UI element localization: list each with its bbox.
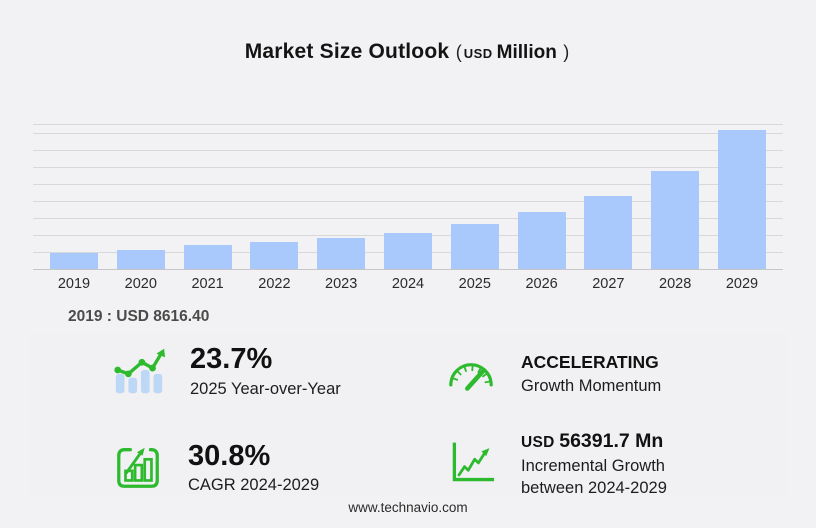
- gridline: [33, 124, 783, 125]
- bar-2025: [450, 224, 499, 269]
- bar-2023: [317, 238, 366, 269]
- bar-2019: [50, 253, 98, 269]
- x-tick-label: 2020: [124, 276, 157, 292]
- stat-yoy-value: 23.7%: [190, 343, 273, 376]
- gridline: [33, 150, 783, 151]
- x-tick-label: 2019: [57, 276, 91, 292]
- stat-incremental-label: Incremental Growth between 2024-2029: [521, 457, 667, 498]
- stat-yoy: 23.7% 2025 Year-over-Year: [110, 344, 341, 401]
- gridline: [33, 133, 783, 134]
- page-title: Market Size Outlook (USD Million ): [0, 40, 816, 64]
- bar-frame-arrow-icon: [110, 442, 166, 497]
- bar-2020: [116, 250, 165, 269]
- stat-cagr-label: CAGR 2024-2029: [188, 476, 320, 495]
- stat-momentum-label: Growth Momentum: [521, 376, 662, 395]
- gridline: [33, 167, 783, 168]
- gridline: [33, 201, 783, 202]
- x-tick-label: 2029: [725, 276, 759, 292]
- bar-2024: [383, 233, 432, 269]
- x-tick-label: 2023: [325, 276, 358, 292]
- base-year-annotation: 2019 : USD 8616.40: [68, 308, 210, 325]
- x-tick-label: 2028: [659, 276, 692, 292]
- title-paren-close: ): [563, 42, 570, 62]
- trend-bars-icon: [110, 344, 168, 401]
- speedometer-icon: [445, 350, 497, 399]
- x-axis-ticks: 2019 2020 2021 2022 2023 2024 2025 2026 2027 2028…: [33, 276, 783, 292]
- bars: [33, 124, 783, 269]
- title-unit-million: Million: [496, 42, 557, 63]
- x-tick-label: 2025: [458, 276, 491, 292]
- gridline: [33, 184, 783, 185]
- bar-2022: [250, 242, 299, 269]
- stat-momentum-value: ACCELERATING: [521, 351, 659, 372]
- bar-2029: [717, 130, 766, 269]
- x-tick-label: 2022: [258, 276, 291, 292]
- stat-incremental-prefix: USD: [521, 434, 560, 451]
- x-tick-label: 2021: [191, 276, 224, 292]
- title-main: Market Size Outlook: [244, 40, 450, 63]
- stat-momentum: ACCELERATING Growth Momentum: [445, 350, 661, 399]
- stat-incremental-growth: USD 56391.7 Mn Incremental Growth betwee…: [445, 430, 699, 500]
- bar-2028: [651, 171, 700, 269]
- footer-url: www.technavio.com: [348, 500, 468, 515]
- stat-incremental-value: USD 56391.7 Mn: [521, 430, 699, 453]
- stat-incremental-amount: 56391.7 Mn: [559, 430, 664, 452]
- bar-2027: [584, 196, 633, 269]
- title-unit-usd: USD: [463, 46, 493, 61]
- stat-yoy-label: 2025 Year-over-Year: [190, 379, 341, 398]
- bar-chart-plot-area: [33, 124, 783, 270]
- gridline: [33, 218, 783, 219]
- x-tick-label: 2024: [391, 276, 425, 292]
- stat-cagr: 30.8% CAGR 2024-2029: [110, 440, 320, 497]
- bar-2026: [517, 212, 566, 269]
- bar-2021: [183, 245, 232, 269]
- line-chart-icon: [445, 438, 497, 491]
- stat-cagr-value: 30.8%: [188, 440, 271, 472]
- x-tick-label: 2027: [592, 276, 625, 292]
- x-tick-label: 2026: [525, 276, 558, 292]
- title-paren-open: (: [455, 42, 462, 62]
